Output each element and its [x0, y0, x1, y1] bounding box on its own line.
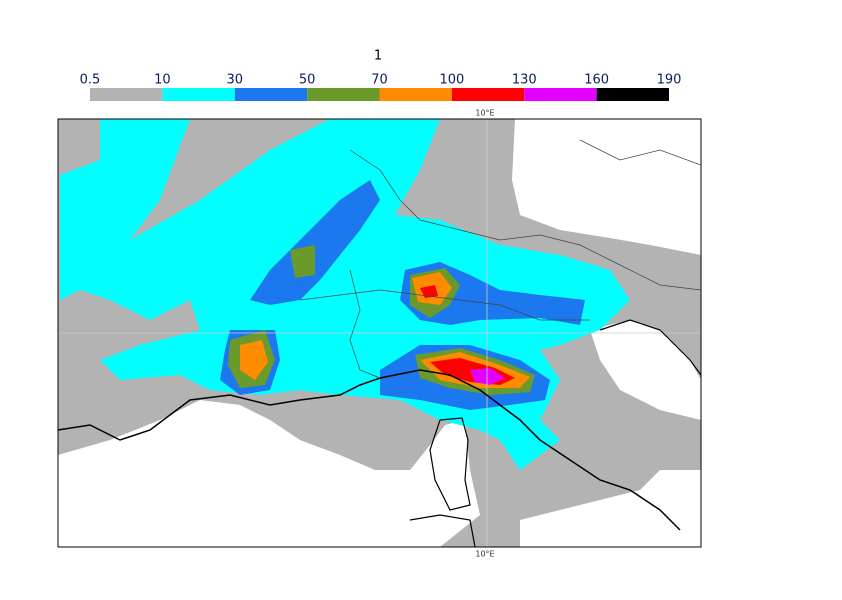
colorbar-label: 100 [439, 73, 464, 88]
border [579, 139, 701, 166]
colorbar: 0.5 10 30 50 70 100 130 160 190 [80, 73, 682, 101]
sea [512, 119, 701, 255]
coastline [58, 369, 681, 531]
border [349, 149, 701, 291]
colorbar-label: 50 [299, 73, 316, 88]
map-frame [57, 118, 702, 548]
coastline [599, 319, 701, 376]
colorbar-box [90, 88, 163, 101]
colorbar-label: 70 [371, 73, 388, 88]
magenta-area [470, 368, 505, 385]
sea [520, 470, 701, 547]
meridian-label: 10°E [475, 550, 494, 559]
orange-area [240, 340, 268, 380]
colorbar-box [451, 88, 525, 101]
sea [58, 400, 480, 547]
sea [590, 320, 701, 420]
island [429, 417, 471, 511]
green-area [290, 245, 315, 278]
colorbar-box [379, 88, 452, 101]
colorbar-label: 0.5 [80, 73, 101, 88]
title: 1 [374, 49, 382, 64]
border [299, 289, 590, 321]
colorbar-label: 160 [584, 73, 609, 88]
blue-area [250, 180, 380, 305]
colorbar-box [307, 88, 380, 101]
red-area [420, 285, 438, 298]
colorbar-label: 30 [226, 73, 243, 88]
colorbar-box [234, 88, 308, 101]
colorbar-box [524, 88, 597, 101]
island [409, 514, 476, 547]
colorbar-label: 130 [512, 73, 537, 88]
border [349, 269, 381, 379]
colorbar-box [162, 88, 235, 101]
map [58, 119, 701, 547]
colorbar-box [596, 88, 669, 101]
colorbar-label: 10 [154, 73, 171, 88]
meridian-label: 10°E [475, 109, 494, 118]
colorbar-label: 190 [657, 73, 682, 88]
